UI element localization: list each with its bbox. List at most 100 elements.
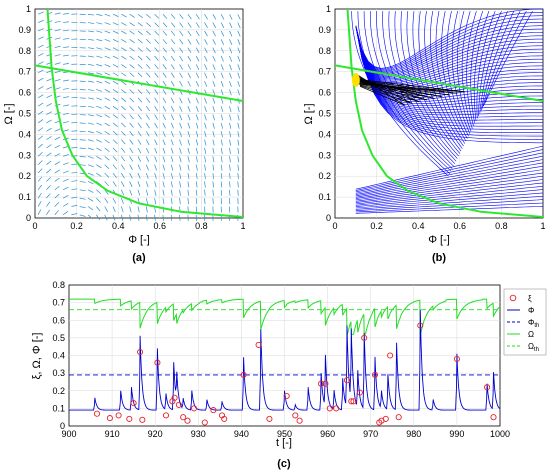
panel-a-vector-field — [37, 11, 241, 221]
panel-b-ytick-label: 0.6 — [318, 88, 331, 98]
vector-arrow — [129, 105, 135, 111]
panel-c-xtick-label: 960 — [320, 429, 335, 439]
vector-arrow — [54, 87, 61, 90]
vector-arrow — [104, 189, 109, 195]
vector-arrow — [170, 164, 174, 171]
vector-arrow — [229, 30, 233, 37]
trajectory — [483, 10, 527, 107]
vector-arrow — [170, 181, 173, 188]
vector-arrow — [170, 114, 175, 121]
vector-arrow — [162, 172, 165, 179]
panel-a-xtick-label: 0.8 — [195, 221, 208, 231]
vector-arrow — [96, 197, 101, 203]
vector-arrow — [212, 97, 216, 104]
vector-arrow — [112, 214, 116, 221]
vector-arrow — [237, 106, 240, 113]
panel-b-xtick-label: 0.2 — [370, 221, 383, 231]
vector-arrow — [104, 114, 111, 118]
vector-arrow — [37, 11, 44, 15]
vector-arrow — [204, 181, 206, 188]
vector-arrow — [96, 30, 103, 33]
vector-arrow — [121, 72, 127, 77]
panel-c-ytick-label: 0 — [60, 421, 65, 431]
vector-arrow — [137, 72, 143, 78]
trajectory — [355, 192, 544, 209]
vector-arrow — [179, 189, 181, 196]
vector-arrow — [137, 105, 143, 112]
vector-arrow — [220, 72, 224, 79]
vector-arrow — [170, 55, 175, 62]
vector-arrow — [195, 30, 200, 37]
trajectory — [355, 25, 544, 82]
panel-b-label: (b) — [432, 252, 446, 264]
vector-arrow — [63, 54, 70, 57]
trajectory — [461, 11, 473, 129]
vector-arrow — [145, 198, 148, 205]
vector-arrow — [71, 130, 78, 132]
vector-arrow — [204, 164, 206, 171]
vector-arrow — [112, 64, 119, 68]
vector-arrow — [87, 55, 95, 58]
vector-arrow — [187, 131, 191, 138]
vector-arrow — [121, 147, 126, 153]
vector-arrow — [37, 77, 44, 82]
vector-arrow — [37, 19, 44, 23]
vector-arrow — [104, 156, 110, 161]
trajectory — [418, 11, 463, 149]
vector-arrow — [112, 147, 118, 153]
vector-arrow — [71, 180, 78, 182]
vector-arrow — [129, 181, 133, 188]
vector-arrow — [154, 80, 159, 87]
vector-arrow — [204, 139, 207, 146]
vector-arrow — [104, 197, 109, 204]
vector-arrow — [46, 209, 50, 216]
vector-arrow — [212, 47, 216, 54]
vector-arrow — [212, 114, 215, 121]
vector-arrow — [137, 214, 140, 221]
trajectory — [484, 10, 533, 104]
vector-arrow — [121, 189, 125, 196]
vector-arrow — [170, 80, 175, 87]
vector-arrow — [37, 201, 42, 207]
vector-arrow — [87, 89, 94, 92]
vector-arrow — [46, 185, 51, 191]
vector-arrow — [96, 122, 102, 126]
vector-arrow — [179, 164, 182, 171]
vector-arrow — [154, 72, 159, 78]
vector-arrow — [63, 29, 70, 32]
vector-arrow — [237, 139, 240, 146]
trajectory — [355, 25, 543, 121]
vector-arrow — [112, 89, 119, 94]
vector-arrow — [87, 164, 94, 168]
xi-marker — [175, 401, 182, 408]
vector-arrow — [162, 72, 167, 78]
vector-arrow — [37, 176, 43, 182]
vector-arrow — [195, 131, 199, 138]
xi-marker — [162, 412, 170, 419]
panel-b: 0 0.2 0.4 0.6 0.8 1 0 0.1 0.2 0.3 0.4 0.5 0.6 0.7 0.8 0… — [303, 4, 546, 264]
vector-arrow — [120, 214, 124, 221]
panel-a-xtick-label: 0 — [32, 221, 37, 231]
vector-arrow — [220, 189, 223, 196]
vector-arrow — [179, 47, 184, 53]
nullcline-1 — [46, 8, 244, 218]
panel-c-xtick-label: 970 — [363, 429, 378, 439]
vector-arrow — [62, 121, 69, 124]
vector-arrow — [54, 161, 61, 166]
xi-marker — [283, 392, 290, 400]
vector-arrow — [37, 53, 44, 57]
vector-arrow — [37, 160, 43, 165]
vector-arrow — [162, 80, 167, 87]
vector-arrow — [63, 38, 70, 40]
vector-arrow — [137, 189, 141, 196]
vector-arrow — [187, 80, 191, 87]
vector-arrow — [96, 156, 102, 160]
vector-arrow — [104, 181, 109, 187]
vector-arrow — [162, 198, 165, 205]
panel-a-ytick-label: 0.7 — [18, 67, 31, 77]
vector-arrow — [179, 147, 182, 154]
xi-marker — [210, 407, 217, 414]
vector-arrow — [129, 97, 135, 103]
vector-arrow — [145, 172, 149, 179]
vector-arrow — [79, 139, 86, 141]
